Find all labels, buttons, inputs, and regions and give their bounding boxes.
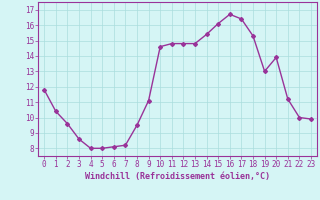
X-axis label: Windchill (Refroidissement éolien,°C): Windchill (Refroidissement éolien,°C) (85, 172, 270, 181)
